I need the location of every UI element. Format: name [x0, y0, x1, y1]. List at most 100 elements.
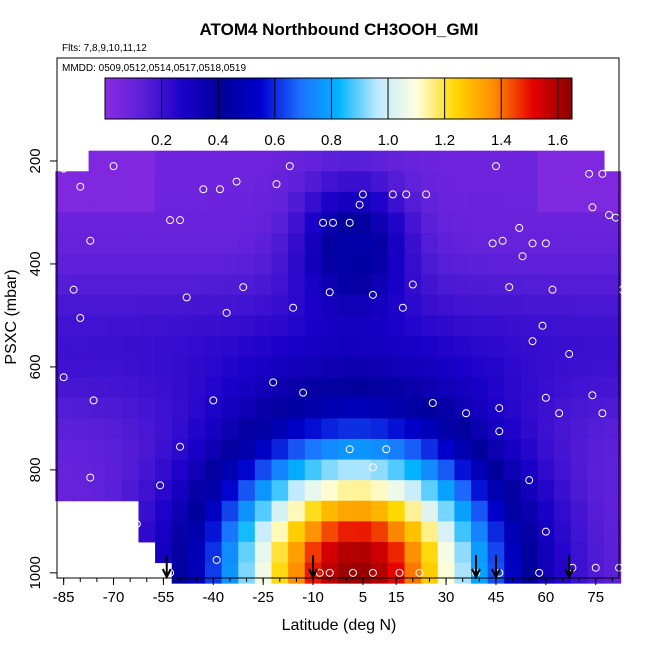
heatmap-cell — [304, 191, 322, 213]
heatmap-cell — [371, 541, 389, 564]
heatmap-cell — [354, 191, 372, 213]
heatmap-cell — [537, 294, 555, 316]
y-tick-label: 600 — [27, 354, 44, 379]
heatmap-cell — [604, 459, 622, 481]
heatmap-cell — [570, 150, 588, 172]
heatmap-cell — [570, 438, 588, 461]
heatmap-cell — [454, 212, 472, 234]
heatmap-cell — [554, 521, 572, 543]
heatmap-cell — [71, 171, 90, 193]
sample-point — [345, 445, 354, 454]
heatmap-cell — [487, 171, 505, 193]
sample-point — [86, 473, 95, 482]
sample-point — [488, 239, 497, 248]
heatmap-cell — [304, 480, 322, 502]
heatmap-cell — [188, 438, 206, 461]
heatmap-cell — [321, 541, 339, 564]
heatmap-cell — [71, 315, 90, 337]
heatmap-cell — [570, 315, 588, 337]
sample-point — [76, 182, 85, 191]
heatmap-cell — [404, 541, 422, 564]
heatmap-cell — [188, 356, 206, 378]
heatmap-cell — [155, 500, 173, 522]
heatmap-cell — [254, 541, 272, 564]
sample-point — [239, 283, 248, 292]
heatmap-cell — [55, 294, 73, 316]
heatmap-cell — [371, 294, 389, 316]
heatmap-cell — [271, 171, 289, 193]
heatmap-cell — [221, 171, 239, 193]
heatmap-cell — [570, 459, 588, 481]
heatmap-cell — [254, 521, 272, 543]
colorbar-tick-label: 1.4 — [491, 132, 512, 149]
heatmap-cell — [338, 459, 356, 481]
heatmap-cell — [454, 336, 472, 358]
heatmap-cell — [288, 171, 306, 193]
heatmap-cell — [321, 377, 339, 399]
heatmap-cell — [204, 459, 223, 481]
heatmap-cell — [221, 336, 239, 358]
heatmap-cell — [471, 233, 489, 255]
heatmap-cell — [437, 438, 455, 461]
heatmap-cell — [338, 253, 356, 275]
heatmap-cell — [188, 274, 206, 296]
sample-point — [156, 481, 165, 490]
heatmap-cell — [71, 233, 90, 255]
heatmap-cell — [387, 315, 406, 337]
sample-point — [538, 321, 547, 330]
heatmap-cell — [570, 397, 588, 419]
heatmap-cell — [520, 191, 539, 213]
heatmap-cell — [587, 418, 605, 440]
heatmap-cell — [487, 315, 505, 337]
heatmap-cell — [554, 377, 572, 399]
sample-point — [428, 398, 437, 407]
heatmap-cell — [537, 500, 555, 522]
heatmap-cell — [537, 233, 555, 255]
heatmap-cell — [288, 233, 306, 255]
heatmap-cell — [171, 500, 189, 522]
heatmap-cell — [71, 397, 90, 419]
heatmap-cell — [471, 171, 489, 193]
heatmap-cell — [537, 274, 555, 296]
heatmap-cell — [338, 150, 356, 172]
heatmap-cell — [554, 212, 572, 234]
heatmap-cell — [321, 294, 339, 316]
heatmap-cell — [321, 315, 339, 337]
heatmap-cell — [454, 356, 472, 378]
sample-point — [289, 303, 298, 312]
sample-point — [548, 285, 557, 294]
heatmap-cell — [421, 377, 439, 399]
heatmap-cell — [121, 336, 139, 358]
heatmap-cell — [554, 171, 572, 193]
sample-point — [176, 442, 185, 451]
heatmap-cell — [121, 294, 139, 316]
heatmap-cell — [520, 294, 539, 316]
heatmap-cell — [221, 480, 239, 502]
heatmap-cell — [604, 233, 622, 255]
sample-point — [591, 563, 600, 572]
heatmap-cell — [138, 418, 156, 440]
heatmap-cell — [487, 541, 505, 564]
heatmap-cell — [520, 377, 539, 399]
heatmap-cell — [288, 336, 306, 358]
heatmap-cell — [188, 233, 206, 255]
heatmap-cell — [371, 397, 389, 419]
heatmap-cell — [155, 315, 173, 337]
heatmap-cell — [271, 356, 289, 378]
heatmap-cell — [354, 150, 372, 172]
heatmap-cell — [604, 356, 622, 378]
heatmap-cell — [238, 150, 256, 172]
heatmap-cell — [354, 336, 372, 358]
sample-point — [395, 568, 404, 577]
sample-point — [355, 200, 364, 209]
heatmap-cell — [437, 171, 455, 193]
heatmap-cell — [570, 253, 588, 275]
heatmap-cell — [171, 480, 189, 502]
heatmap-cell — [88, 459, 106, 481]
heatmap-cell — [55, 253, 73, 275]
heatmap-cell — [121, 212, 139, 234]
heatmap-cell — [238, 500, 256, 522]
sample-point — [272, 180, 281, 189]
heatmap-cell — [271, 480, 289, 502]
heatmap-cell — [471, 521, 489, 543]
